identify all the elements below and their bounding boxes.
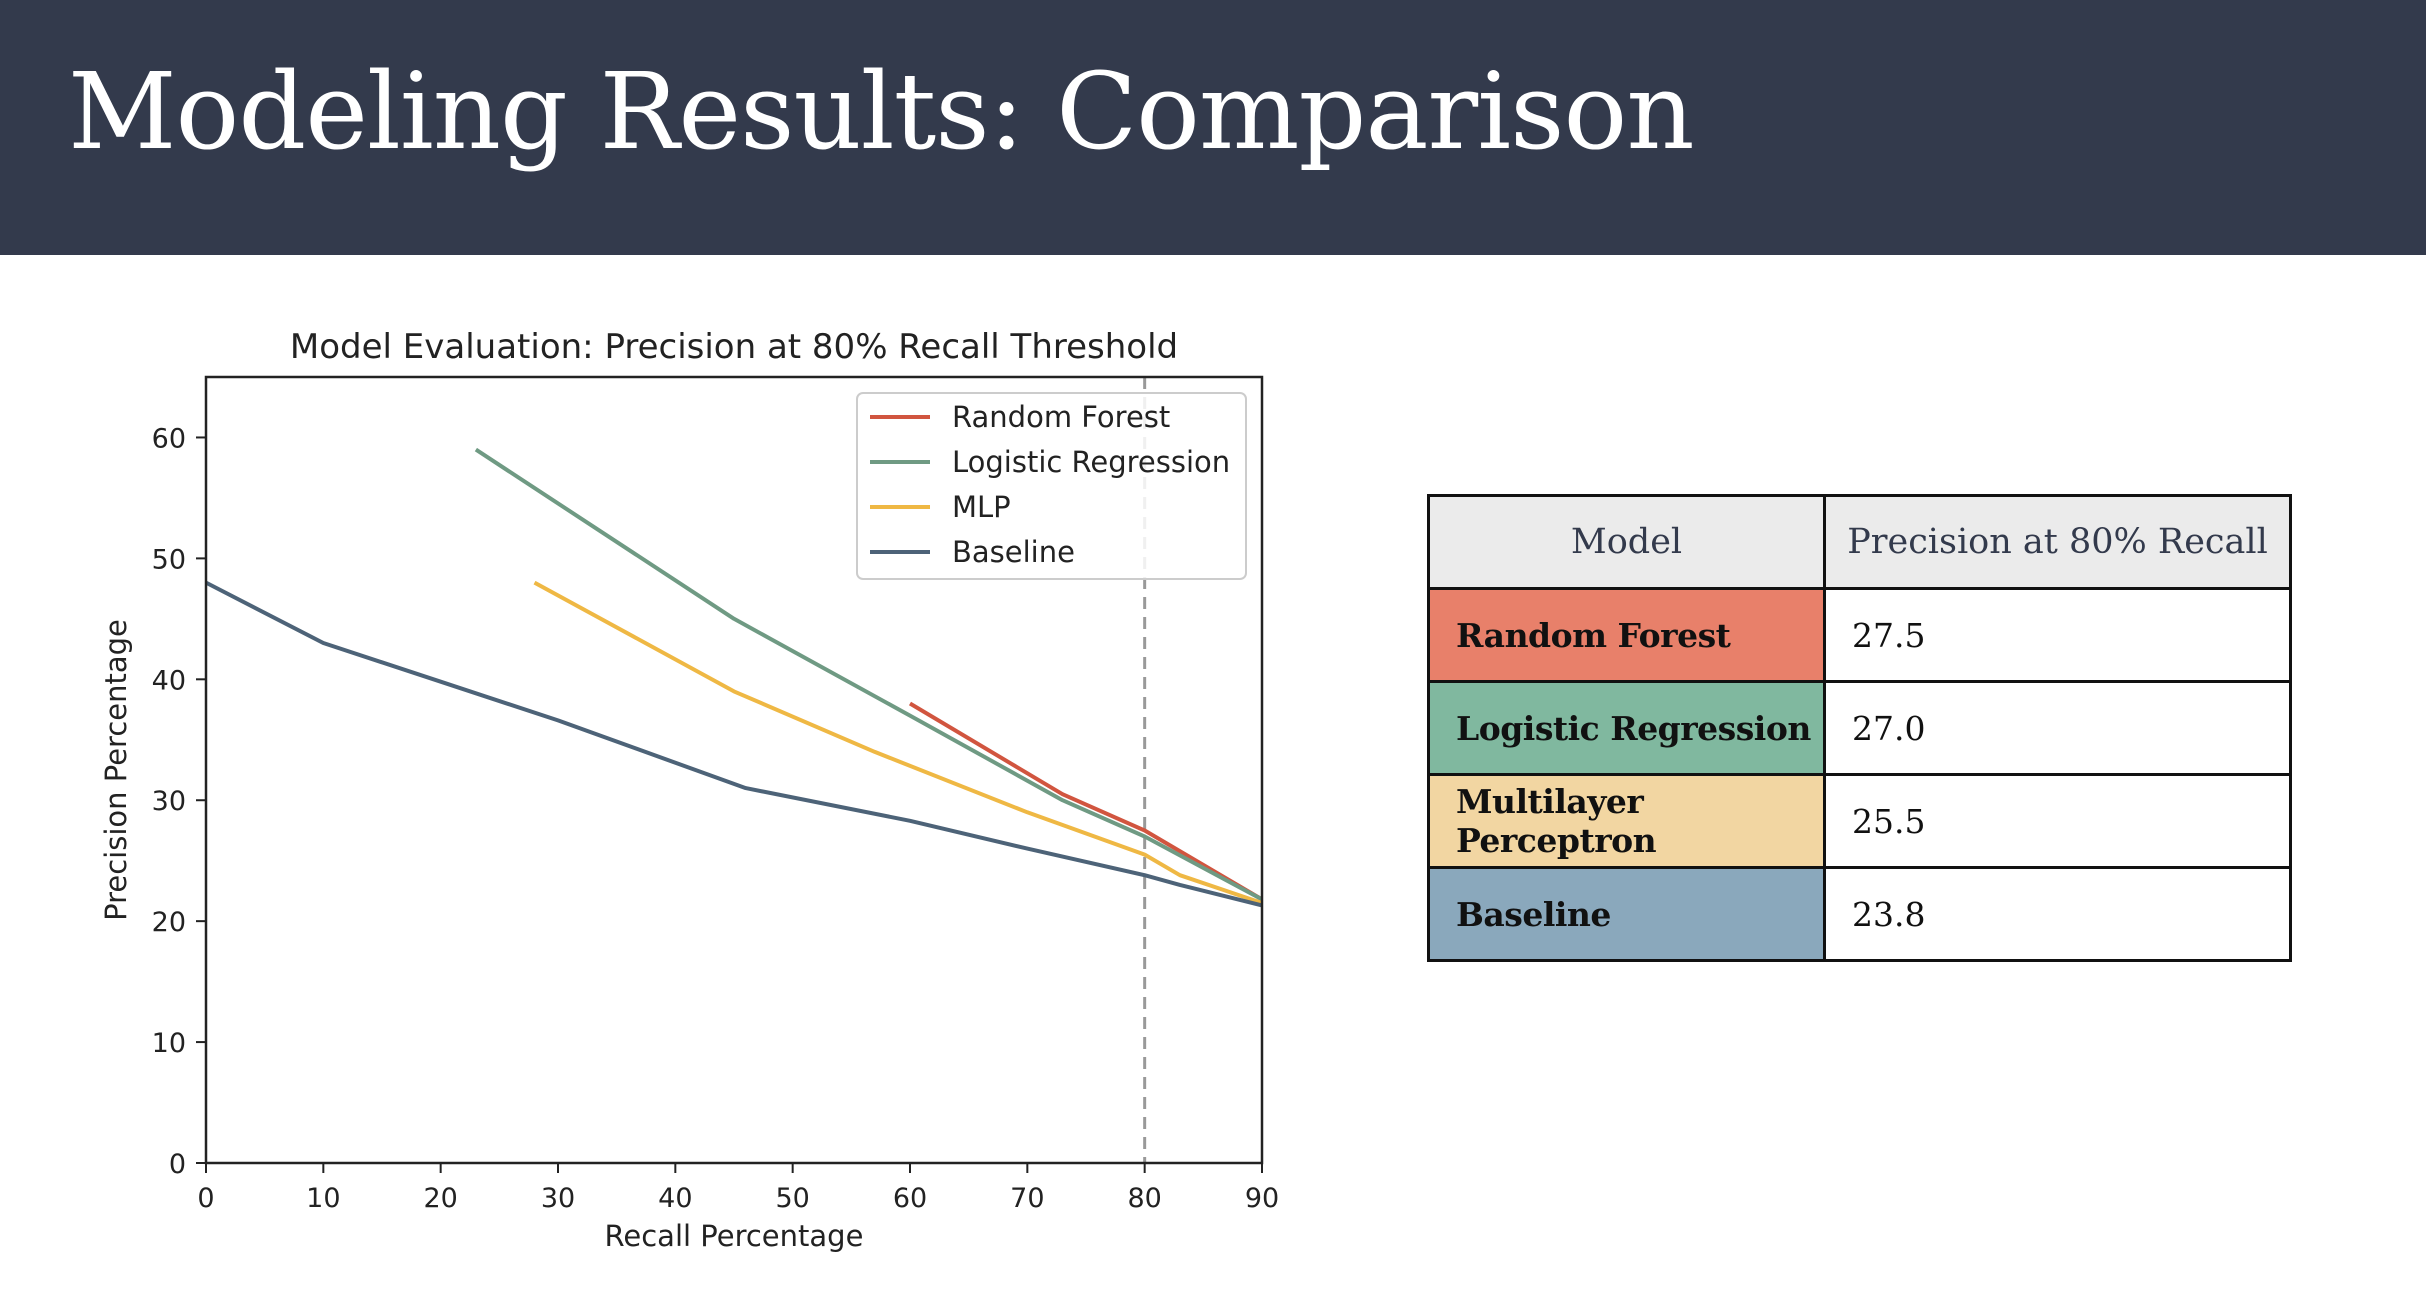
slide-title: Modeling Results: Comparison [68, 50, 1695, 173]
x-axis-ticks: 0 10 20 30 40 50 60 70 80 90 [197, 1163, 1279, 1214]
y-tick-label: 0 [169, 1149, 186, 1180]
table-row: Baseline 23.8 [1427, 866, 2292, 962]
x-tick-label: 30 [541, 1183, 575, 1214]
precision-value-cell: 27.5 [1823, 587, 2292, 683]
x-tick-label: 50 [775, 1183, 809, 1214]
y-tick-label: 30 [152, 786, 186, 817]
axes-frame [204, 375, 1264, 1165]
header-model: Model [1427, 494, 1826, 590]
y-axis-label: Precision Percentage [99, 619, 133, 921]
legend-label: Baseline [952, 535, 1075, 569]
y-tick-label: 10 [152, 1028, 186, 1059]
x-tick-label: 0 [197, 1183, 214, 1214]
y-tick-label: 20 [152, 907, 186, 938]
model-name-cell: Multilayer Perceptron [1427, 773, 1826, 869]
table-header-row: Model Precision at 80% Recall [1427, 494, 2292, 590]
table-row: Random Forest 27.5 [1427, 587, 2292, 683]
y-tick-label: 40 [152, 665, 186, 696]
slide-header: Modeling Results: Comparison [0, 0, 2426, 255]
legend-box [856, 392, 1247, 580]
x-axis-label: Recall Percentage [605, 1219, 864, 1253]
x-tick-label: 90 [1245, 1183, 1279, 1214]
precision-value-cell: 25.5 [1823, 773, 2292, 869]
model-name-cell: Logistic Regression [1427, 680, 1826, 776]
series-line-baseline [205, 580, 1263, 908]
model-name-cell: Random Forest [1427, 587, 1826, 683]
series-line-random-forest [908, 701, 1264, 902]
x-tick-label: 80 [1127, 1183, 1161, 1214]
y-tick-label: 60 [152, 423, 186, 454]
legend-label: Logistic Regression [952, 445, 1230, 479]
y-axis-ticks: 0 10 20 30 40 50 60 [152, 423, 206, 1180]
table-row: Multilayer Perceptron 25.5 [1427, 773, 2292, 869]
series-line-logistic-regression [474, 447, 1263, 902]
header-precision: Precision at 80% Recall [1823, 494, 2292, 590]
y-tick-label: 50 [152, 544, 186, 575]
x-tick-label: 70 [1010, 1183, 1044, 1214]
series-line-mlp [533, 580, 1263, 905]
x-tick-label: 60 [893, 1183, 927, 1214]
chart-title: Model Evaluation: Precision at 80% Recal… [290, 327, 1178, 367]
x-tick-label: 10 [306, 1183, 340, 1214]
chart-legend: Random Forest Logistic Regression MLP Basel… [856, 392, 1247, 580]
legend-label: Random Forest [952, 400, 1170, 434]
results-table: Model Precision at 80% Recall Random For… [1427, 494, 2292, 962]
precision-value-cell: 27.0 [1823, 680, 2292, 776]
legend-label: MLP [952, 490, 1011, 524]
precision-value-cell: 23.8 [1823, 866, 2292, 962]
plot-area-border [204, 375, 1264, 1165]
x-tick-label: 40 [658, 1183, 692, 1214]
x-tick-label: 20 [423, 1183, 457, 1214]
model-name-cell: Baseline [1427, 866, 1826, 962]
table-row: Logistic Regression 27.0 [1427, 680, 2292, 776]
